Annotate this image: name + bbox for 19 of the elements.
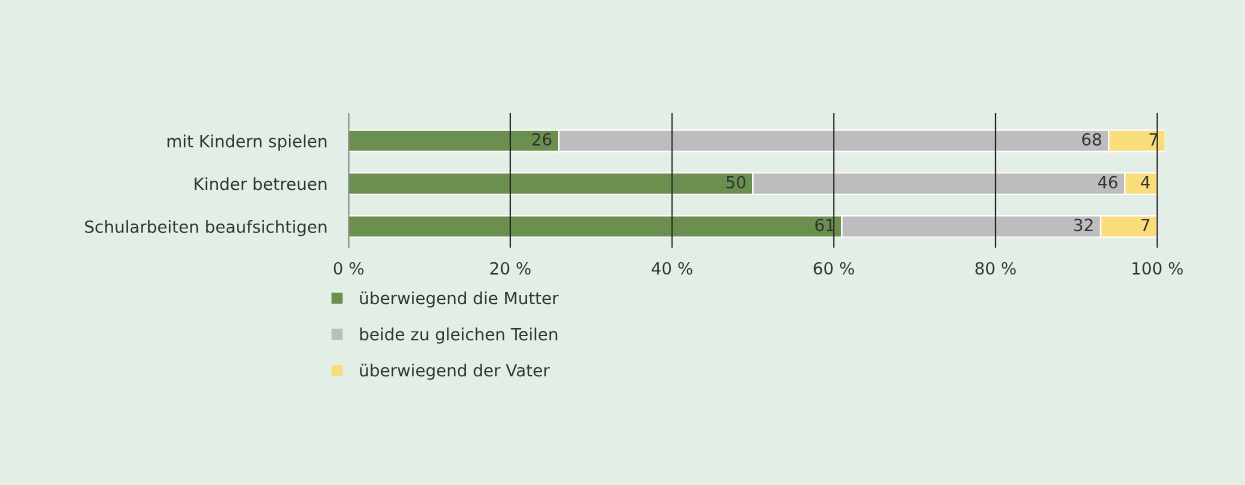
x-tick-label: 20 % bbox=[490, 262, 531, 275]
x-tick-label: 0 % bbox=[333, 262, 364, 275]
x-tick-label: 100 % bbox=[1132, 262, 1183, 275]
data-label: 7 bbox=[1141, 218, 1150, 232]
y-tick-label: Schularbeiten beaufsichtigen bbox=[85, 220, 327, 237]
y-tick-label: Kinder betreuen bbox=[194, 177, 327, 191]
data-label: 68 bbox=[1082, 133, 1102, 146]
legend-label: beide zu gleichen Teilen bbox=[360, 327, 558, 344]
data-label: 46 bbox=[1098, 175, 1118, 189]
x-tick-label: 60 % bbox=[813, 262, 855, 275]
legend-label: überwiegend die Mutter bbox=[360, 291, 559, 308]
data-label: 4 bbox=[1140, 176, 1150, 189]
legend-label: überwiegend der Vater bbox=[360, 363, 550, 380]
y-tick-label: mit Kindern spielen bbox=[167, 134, 327, 151]
x-tick-label: 80 % bbox=[975, 262, 1016, 275]
data-label: 32 bbox=[1074, 218, 1093, 232]
x-tick-label: 40 % bbox=[651, 262, 693, 275]
data-label: 26 bbox=[532, 133, 552, 146]
data-label: 50 bbox=[726, 175, 746, 189]
